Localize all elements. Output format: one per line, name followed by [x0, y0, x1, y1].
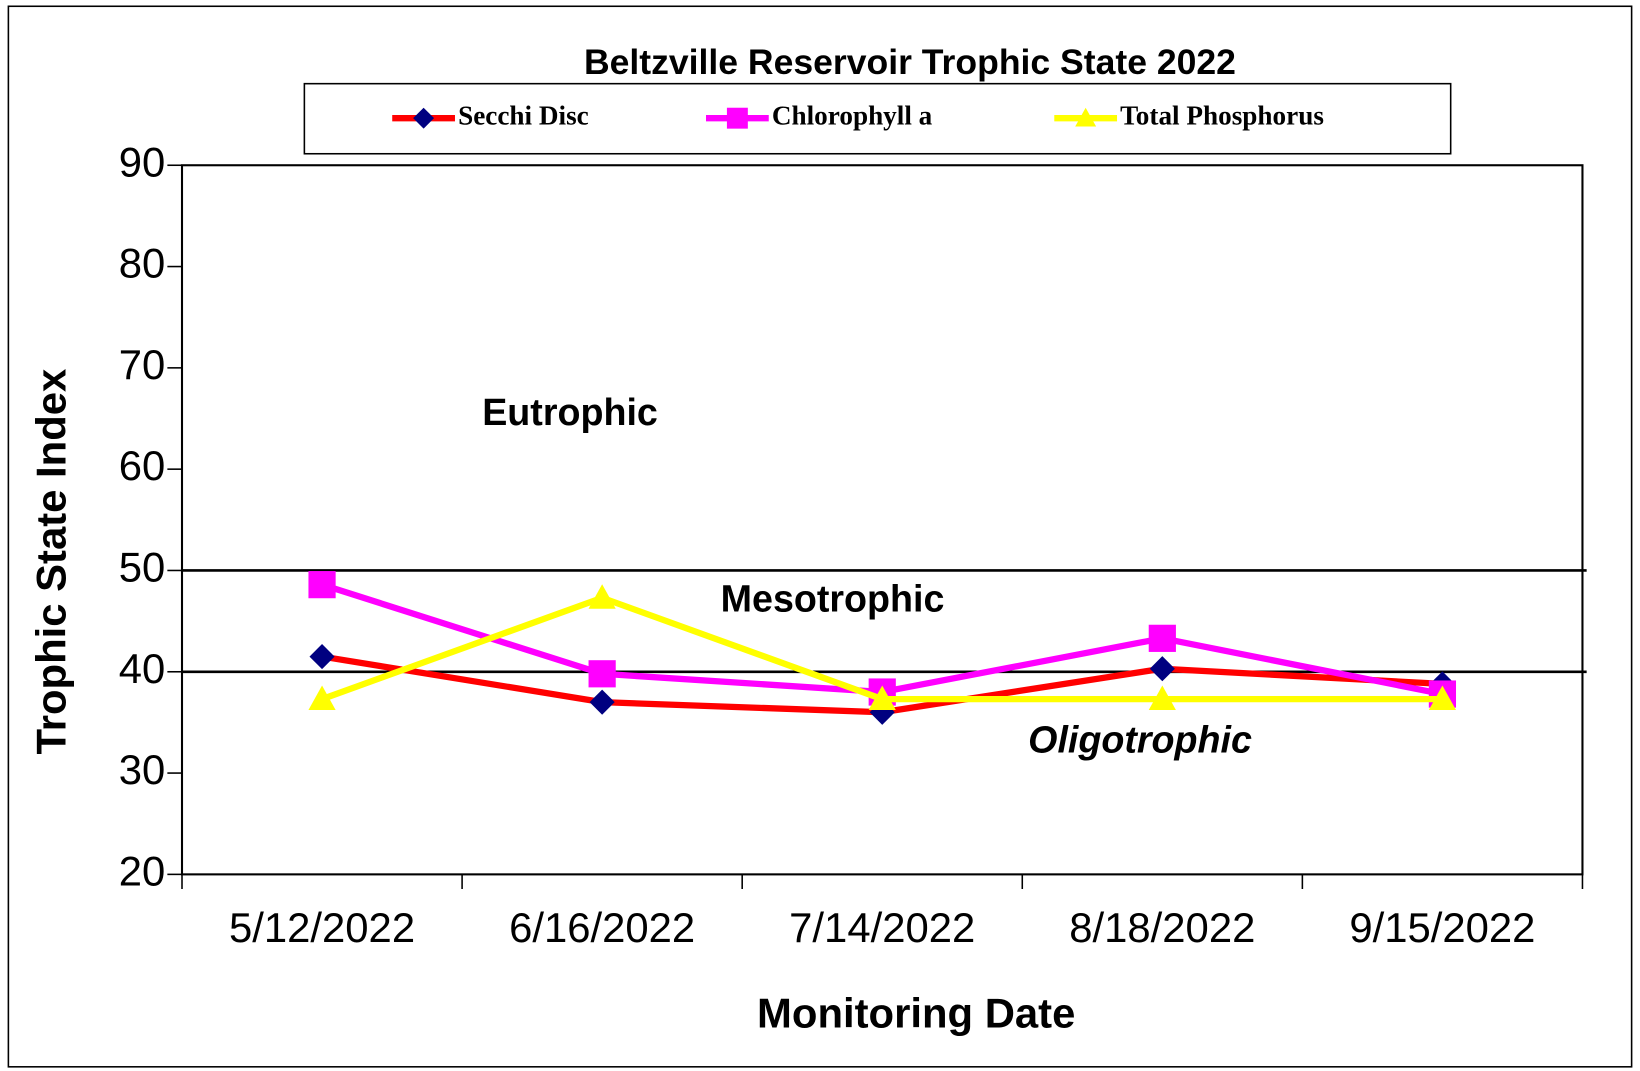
- marker: [1148, 685, 1176, 710]
- y-tick-label: 80: [119, 240, 166, 287]
- plot-area: [180, 164, 1584, 876]
- marker: [1149, 656, 1175, 682]
- marker: [588, 660, 616, 688]
- chart-title: Beltzville Reservoir Trophic State 2022: [584, 42, 1236, 82]
- x-tick-label: 5/12/2022: [229, 904, 415, 951]
- chart-frame: [7, 5, 1633, 1068]
- legend-box: [303, 82, 1452, 155]
- y-axis-title: Trophic State Index: [27, 369, 74, 755]
- y-tick-label: 30: [119, 746, 166, 793]
- y-tick-label: 70: [119, 341, 166, 388]
- marker: [308, 685, 336, 710]
- x-tick-label: 6/16/2022: [509, 904, 695, 951]
- marker: [589, 689, 615, 715]
- marker: [726, 107, 748, 129]
- marker: [1148, 624, 1176, 652]
- x-tick-label: 8/18/2022: [1069, 904, 1255, 951]
- marker: [413, 107, 435, 129]
- legend-label: Chlorophyll a: [772, 100, 933, 130]
- y-tick-label: 40: [119, 645, 166, 692]
- marker: [309, 644, 335, 670]
- y-tick-label: 50: [119, 544, 166, 591]
- marker: [1428, 685, 1457, 710]
- y-tick-label: 90: [119, 138, 166, 185]
- legend-label: Total Phosphorus: [1120, 100, 1324, 130]
- legend-label: Secchi Disc: [458, 100, 589, 130]
- zone-label: Mesotrophic: [721, 577, 945, 619]
- marker: [868, 685, 896, 710]
- y-tick-label: 20: [119, 847, 166, 894]
- marker: [308, 571, 336, 599]
- x-axis-title: Monitoring Date: [757, 990, 1075, 1037]
- x-tick-label: 9/15/2022: [1349, 904, 1535, 951]
- marker: [588, 584, 616, 609]
- zone-label: Oligotrophic: [1028, 719, 1252, 761]
- y-tick-label: 60: [119, 442, 166, 489]
- x-tick-label: 7/14/2022: [789, 904, 975, 951]
- marker: [1075, 107, 1097, 127]
- zone-label: Eutrophic: [482, 391, 658, 433]
